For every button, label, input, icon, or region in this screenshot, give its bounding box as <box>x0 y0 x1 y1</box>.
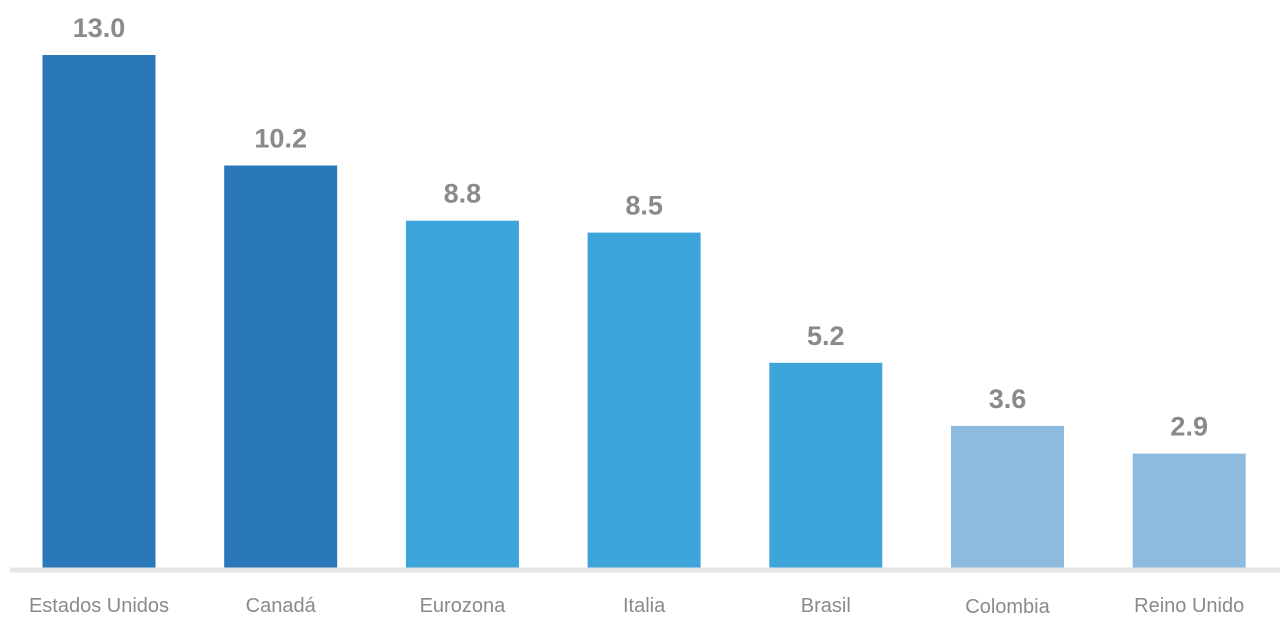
category-label: Canadá <box>246 595 317 617</box>
category-label: Reino Unido <box>1134 595 1244 617</box>
data-label: 13.0 <box>73 13 126 43</box>
category-label: Colombia <box>965 596 1050 617</box>
category-label: Italia <box>623 595 666 617</box>
data-label: 2.9 <box>1170 412 1208 442</box>
data-label: 8.5 <box>625 191 663 221</box>
data-label: 5.2 <box>807 321 845 351</box>
category-label: Estados Unidos <box>29 595 169 617</box>
value-labels-group: 13.0 10.2 8.8 8.5 5.2 3.6 2.9 <box>73 13 1208 442</box>
bar-colombia <box>951 425 1064 568</box>
bar-estados-unidos <box>42 55 156 568</box>
category-label: Eurozona <box>420 595 506 617</box>
bar-canad- <box>224 165 338 568</box>
bar-reino-unido <box>1132 453 1246 568</box>
category-labels-group: Estados Unidos Canadá Eurozona Italia Brasil… <box>29 595 1244 617</box>
category-label: Brasil <box>801 595 851 617</box>
bar-italia <box>587 232 701 568</box>
data-label: 8.8 <box>444 179 482 209</box>
data-label: 3.6 <box>989 384 1027 414</box>
bars-group <box>42 55 1246 568</box>
bar-brasil <box>769 362 883 568</box>
data-label: 10.2 <box>254 124 307 154</box>
bar-eurozona <box>405 220 519 568</box>
